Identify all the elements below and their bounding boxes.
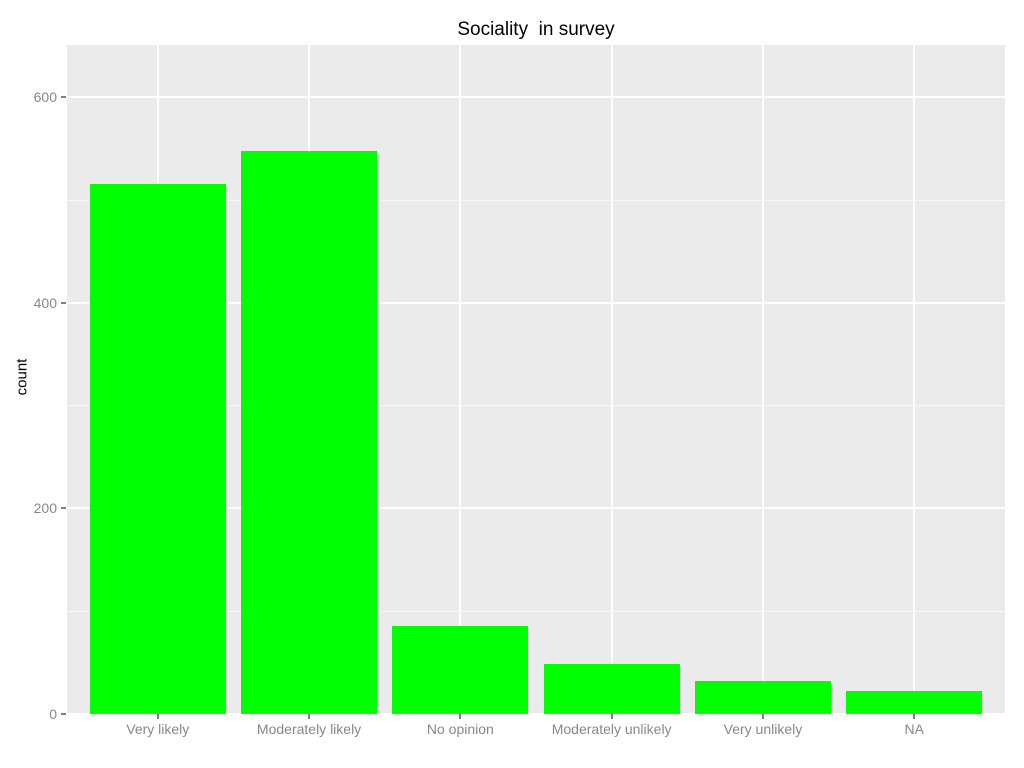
y-gridline-minor (67, 405, 1005, 407)
y-tick-label: 0 (49, 706, 57, 722)
x-tick-label-na: NA (904, 721, 924, 737)
y-gridline-major (67, 301, 1005, 304)
bar-very-unlikely (694, 681, 831, 714)
chart-title: Sociality in survey (457, 19, 615, 40)
y-tick-label: 600 (33, 89, 57, 106)
bar-na (846, 691, 983, 714)
x-gridline-major (610, 45, 613, 714)
y-tick-label: 200 (33, 500, 57, 517)
bar-no-opinion (392, 625, 529, 714)
plot-panel (67, 45, 1005, 714)
y-tick-mark (61, 301, 66, 304)
x-gridline-major (913, 45, 916, 714)
x-tick-label-very-likely: Very likely (126, 721, 190, 737)
bar-very-likely (89, 183, 226, 714)
x-tick-label-very-unlikely: Very unlikely (723, 721, 803, 737)
bar-moderately-likely (240, 150, 378, 714)
x-tick-mark (610, 714, 613, 719)
y-gridline-minor (67, 610, 1005, 612)
y-gridline-major (67, 713, 1005, 714)
x-tick-mark (761, 714, 764, 719)
y-gridline-major (67, 507, 1005, 510)
y-gridline-major (67, 96, 1005, 99)
y-gridline-minor (67, 199, 1005, 201)
y-tick-mark (61, 96, 66, 99)
x-tick-mark (459, 714, 462, 719)
x-tick-mark (913, 714, 916, 719)
y-tick-mark (61, 713, 66, 715)
x-tick-label-no-opinion: No opinion (426, 721, 494, 737)
y-axis-title: count (13, 358, 31, 396)
x-tick-mark (156, 714, 159, 719)
x-tick-mark (308, 714, 311, 719)
x-gridline-major (459, 45, 462, 714)
bar-moderately-unlikely (543, 663, 680, 714)
y-tick-mark (61, 507, 66, 510)
y-tick-label: 400 (33, 294, 57, 311)
x-tick-label-moderately-unlikely: Moderately unlikely (551, 721, 672, 737)
x-gridline-major (761, 45, 764, 714)
x-tick-label-moderately-likely: Moderately likely (256, 721, 362, 737)
